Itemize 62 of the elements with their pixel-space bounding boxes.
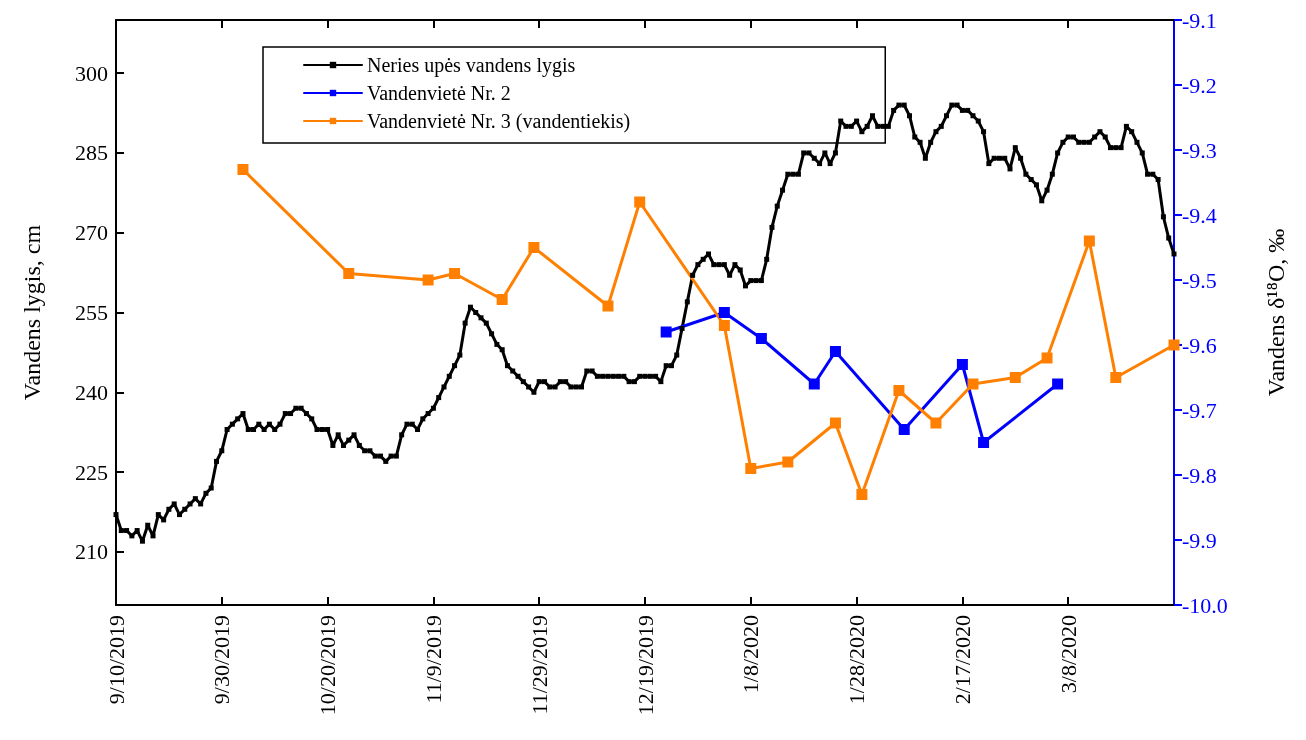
point — [782, 456, 794, 468]
point — [718, 307, 730, 318]
point — [978, 437, 990, 448]
y-tick-label: 300 — [75, 60, 108, 86]
point — [930, 417, 942, 429]
y-tick-label: 225 — [75, 459, 108, 485]
point — [718, 320, 730, 331]
y2-tick-label: -9.9 — [1182, 527, 1217, 553]
x-tick-label: 11/9/2019 — [420, 615, 446, 704]
point — [893, 385, 905, 396]
x-tick-label: 12/19/2019 — [632, 615, 658, 716]
x-tick-label: 3/8/2020 — [1055, 615, 1081, 694]
y2-tick-label: -9.2 — [1182, 72, 1217, 98]
point — [829, 417, 841, 429]
x-tick-label: 9/10/2019 — [103, 615, 129, 705]
x-tick-label: 11/29/2019 — [526, 615, 552, 715]
point — [898, 424, 910, 435]
point — [237, 164, 249, 175]
y2-tick-label: -10.0 — [1182, 592, 1228, 618]
x-tick-label: 2/17/2020 — [949, 615, 975, 705]
point — [956, 359, 968, 370]
y-axis-title: Vandens lygis, cm — [19, 224, 45, 401]
y-tick-label: 270 — [75, 220, 108, 246]
y-tick-label: 285 — [75, 140, 108, 166]
point — [745, 463, 757, 474]
point — [422, 274, 434, 286]
y2-axis-title: Vandens δ¹⁸O, ‰ — [1263, 228, 1289, 397]
legend-label: Vandenvietė Nr. 3 (vandentiekis) — [367, 110, 631, 133]
x-tick-label: 9/30/2019 — [209, 615, 235, 705]
y-tick-label: 210 — [75, 539, 108, 565]
y2-tick-label: -9.8 — [1182, 462, 1217, 488]
x-tick-label: 10/20/2019 — [315, 615, 341, 716]
point — [755, 333, 767, 344]
y2-tick-label: -9.4 — [1182, 202, 1217, 228]
point — [1083, 235, 1095, 247]
point — [496, 294, 508, 305]
point — [660, 326, 672, 338]
point — [829, 346, 841, 357]
point — [1009, 372, 1021, 383]
point — [634, 196, 646, 208]
point — [856, 489, 868, 500]
y2-tick-label: -9.6 — [1182, 332, 1217, 358]
x-tick-label: 1/28/2020 — [844, 615, 870, 705]
y2-tick-label: -9.5 — [1182, 267, 1217, 293]
x-tick-label: 1/8/2020 — [738, 615, 764, 694]
point — [808, 378, 820, 390]
y2-tick-label: -9.7 — [1182, 397, 1217, 423]
legend-label: Vandenvietė Nr. 2 — [367, 82, 511, 104]
y-tick-label: 240 — [75, 379, 108, 405]
point — [1110, 372, 1122, 383]
point — [602, 300, 614, 312]
point — [1041, 352, 1053, 364]
point — [528, 242, 540, 253]
point — [343, 268, 355, 279]
point — [1052, 378, 1064, 390]
point — [1168, 339, 1180, 351]
y-tick-label: 255 — [75, 300, 108, 325]
point — [967, 378, 979, 390]
y2-tick-label: -9.3 — [1182, 137, 1217, 163]
point — [449, 268, 461, 279]
y2-tick-label: -9.1 — [1182, 7, 1217, 33]
legend-label: Neries upės vandens lygis — [367, 54, 576, 77]
